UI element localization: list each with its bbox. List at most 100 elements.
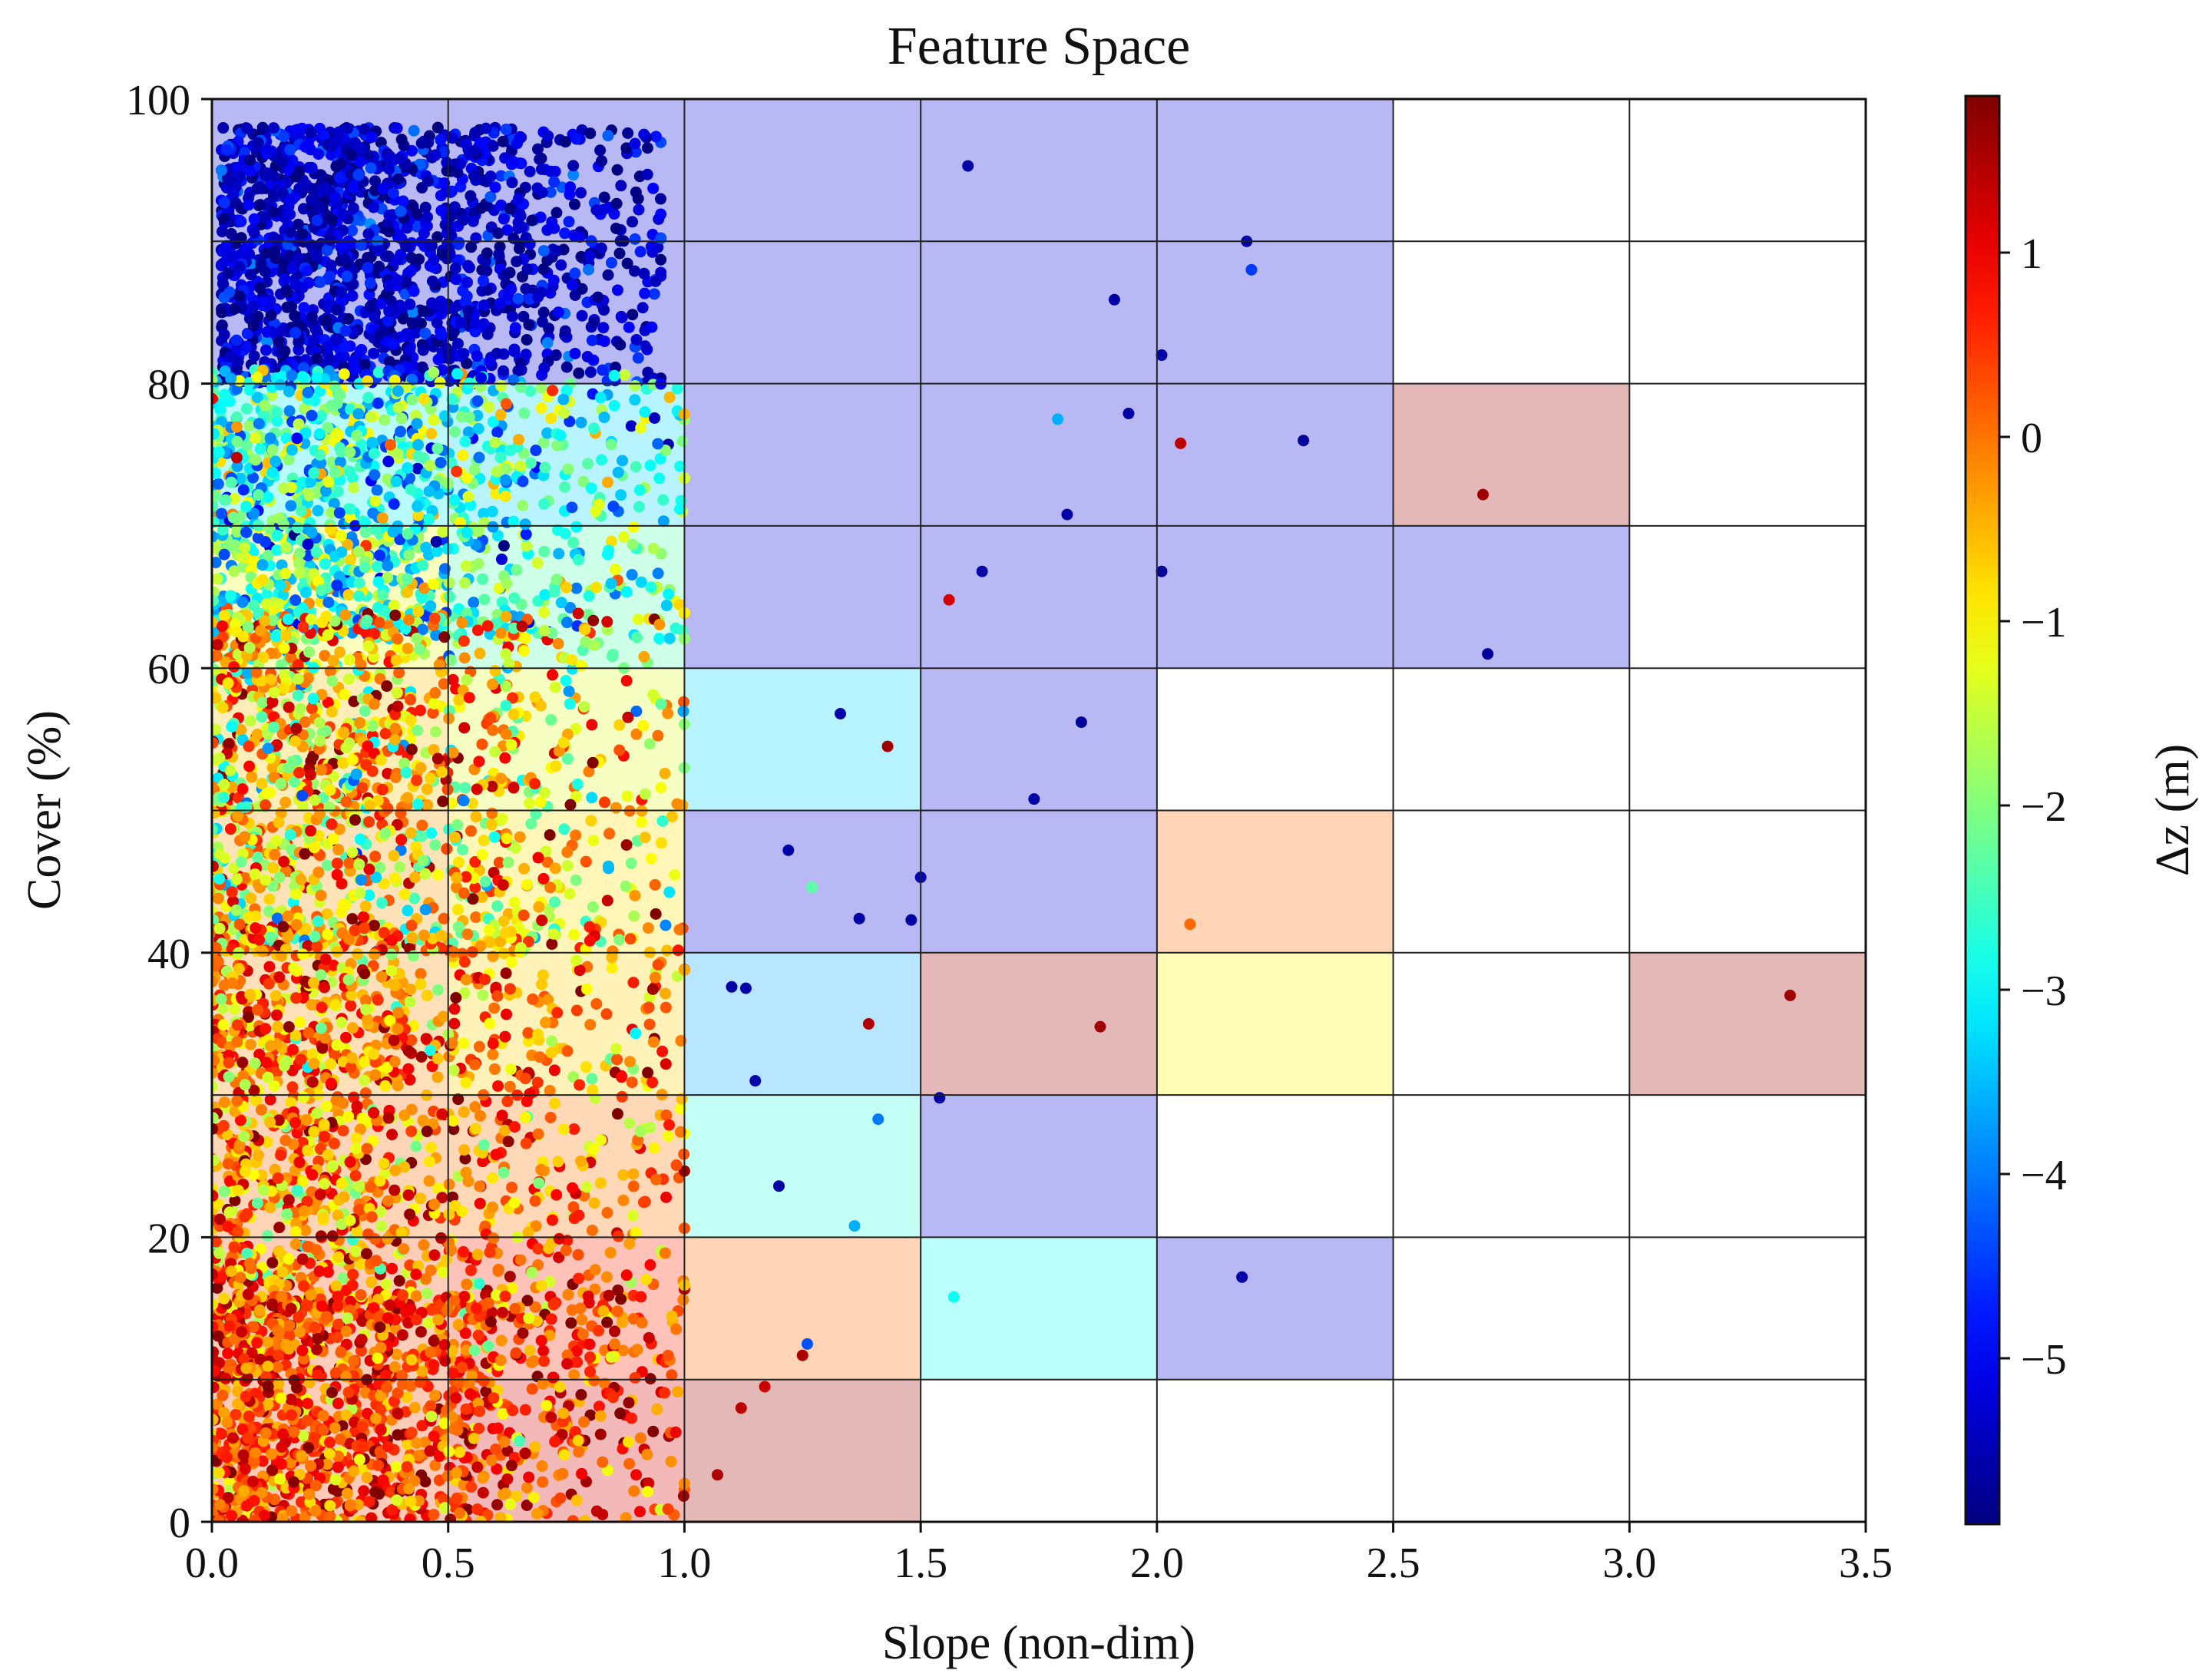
scatter-point	[252, 607, 264, 620]
scatter-point	[633, 501, 645, 513]
scatter-point	[269, 455, 282, 468]
scatter-point	[649, 878, 661, 891]
scatter-point	[314, 735, 326, 747]
scatter-point	[391, 686, 403, 699]
scatter-point	[418, 1239, 430, 1251]
scatter-point	[361, 614, 373, 627]
scatter-point	[535, 163, 547, 175]
scatter-point	[295, 873, 307, 885]
scatter-point	[459, 435, 471, 448]
scatter-point	[354, 141, 366, 154]
scatter-point	[458, 652, 471, 664]
scatter-point	[575, 250, 587, 263]
scatter-point	[279, 796, 292, 809]
scatter-point	[260, 799, 272, 811]
scatter-point	[448, 1003, 461, 1015]
scatter-point	[479, 147, 491, 160]
scatter-point	[461, 673, 473, 686]
scatter-point	[283, 762, 295, 774]
scatter-point	[336, 878, 348, 890]
scatter-point	[365, 131, 378, 144]
scatter-point	[507, 692, 519, 704]
scatter-point	[500, 463, 512, 475]
scatter-point	[296, 789, 309, 802]
scatter-point	[268, 190, 280, 202]
scatter-point	[344, 446, 356, 458]
scatter-point	[494, 297, 506, 309]
scatter-point	[405, 919, 418, 931]
bin-cell	[1156, 525, 1394, 669]
bin-cell	[684, 668, 921, 811]
scatter-point	[262, 742, 274, 755]
scatter-point	[541, 856, 554, 868]
scatter-point	[416, 361, 428, 373]
scatter-point	[623, 1238, 636, 1250]
scatter-point	[251, 728, 263, 740]
scatter-point	[428, 697, 440, 709]
scatter-point	[278, 642, 290, 654]
scatter-point	[422, 137, 435, 149]
scatter-point	[620, 142, 633, 154]
scatter-point	[663, 588, 675, 600]
scatter-point	[447, 673, 459, 686]
scatter-point	[581, 351, 594, 363]
scatter-point	[230, 334, 243, 346]
scatter-point	[469, 881, 481, 894]
scatter-point	[534, 796, 547, 809]
scatter-point	[478, 318, 490, 330]
scatter-point	[248, 213, 260, 225]
scatter-point	[537, 306, 550, 319]
scatter-point	[670, 622, 682, 634]
scatter-point	[535, 152, 547, 164]
scatter-point	[584, 1018, 597, 1030]
scatter-point	[580, 855, 592, 868]
scatter-point	[612, 466, 624, 478]
scatter-point	[448, 303, 460, 315]
scatter-point	[414, 704, 426, 716]
bin-cell	[921, 99, 1157, 242]
scatter-point	[346, 913, 359, 925]
bin-cell	[921, 1095, 1157, 1238]
scatter-point	[249, 868, 261, 880]
scatter-point	[535, 286, 547, 299]
scatter-point	[395, 205, 407, 217]
scatter-point	[212, 531, 218, 543]
scatter-point	[428, 744, 440, 756]
scatter-point	[578, 700, 590, 713]
scatter-point	[489, 664, 501, 676]
scatter-point	[506, 177, 518, 189]
scatter-point	[564, 602, 577, 614]
scatter-point	[486, 505, 498, 518]
scatter-point	[240, 501, 253, 513]
scatter-point	[481, 620, 494, 632]
scatter-point	[412, 462, 424, 475]
scatter-point	[309, 323, 322, 336]
scatter-point	[372, 397, 384, 409]
scatter-point	[252, 137, 264, 149]
scatter-point	[499, 490, 511, 502]
scatter-point	[299, 427, 312, 439]
scatter-point	[277, 187, 289, 199]
scatter-point	[422, 799, 434, 812]
scatter-point	[417, 305, 429, 317]
scatter-point	[292, 521, 304, 534]
bin-cell	[921, 525, 1157, 669]
scatter-point	[267, 122, 279, 134]
scatter-point	[326, 675, 339, 687]
scatter-point	[441, 1254, 453, 1266]
scatter-point	[391, 273, 403, 286]
scatter-point	[598, 335, 610, 347]
scatter-point	[548, 896, 560, 908]
scatter-point	[234, 472, 246, 484]
scatter-point	[542, 130, 554, 142]
scatter-point	[217, 524, 229, 536]
scatter-point	[509, 322, 521, 334]
scatter-point	[610, 197, 623, 210]
scatter-point	[212, 1281, 223, 1294]
scatter-point	[626, 569, 638, 581]
scatter-point	[425, 1141, 437, 1153]
scatter-point	[575, 660, 587, 672]
scatter-point	[402, 573, 414, 585]
scatter-point	[401, 586, 413, 598]
scatter-point	[261, 336, 273, 348]
